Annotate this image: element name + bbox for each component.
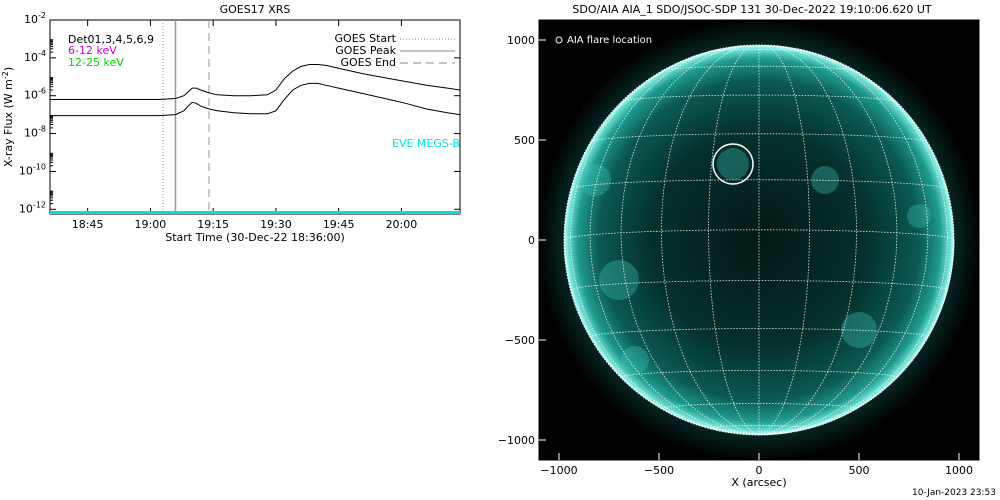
grid-line bbox=[589, 45, 760, 436]
active-region bbox=[841, 312, 877, 348]
band-low-label: 6-12 keV bbox=[68, 44, 117, 57]
eve-baseline bbox=[50, 211, 460, 214]
detector-label: Det01,3,4,5,6,9 bbox=[68, 33, 154, 46]
goes-y-tick-label: 10-10 bbox=[19, 162, 46, 177]
goes-series-high-band bbox=[50, 82, 461, 117]
goes-event-lines bbox=[162, 20, 210, 214]
aia-x-tick-label: −500 bbox=[644, 464, 674, 477]
band-high-label: 12-25 keV bbox=[68, 56, 124, 69]
grid-line bbox=[620, 45, 760, 436]
active-region bbox=[599, 260, 639, 300]
goes-ylabel-exponent: -2 bbox=[1, 71, 10, 79]
aia-y-tick-label: −500 bbox=[505, 334, 535, 347]
aia-y-tick-label: 500 bbox=[514, 134, 535, 147]
grid-line bbox=[708, 425, 810, 429]
active-region bbox=[907, 204, 931, 228]
aia-y-tick-label: 1000 bbox=[507, 34, 535, 47]
goes-y-axis: 10-12 10-10 10-8 10-6 10-4 10-2 bbox=[19, 11, 460, 215]
legend-goes-peak: GOES Peak bbox=[335, 44, 396, 57]
aia-flare-marker bbox=[712, 143, 754, 185]
grid-line bbox=[708, 44, 760, 436]
goes-xlabel: Start Time (30-Dec-22 18:36:00) bbox=[165, 231, 345, 244]
aia-x-tick-label: −1000 bbox=[540, 464, 577, 477]
grid-line bbox=[661, 65, 857, 72]
goes-x-tick-label: 19:30 bbox=[260, 218, 292, 231]
aia-x-tick-label: 500 bbox=[849, 464, 870, 477]
grid-line bbox=[758, 45, 857, 436]
aia-y-axis: −1000 −500 0 500 1000 bbox=[498, 34, 546, 447]
goes-x-tick-label: 20:00 bbox=[386, 218, 418, 231]
goes-y-tick-label: 10-6 bbox=[24, 87, 46, 102]
aia-y-tick-label: −1000 bbox=[498, 434, 535, 447]
legend-goes-end: GOES End bbox=[340, 56, 396, 69]
aia-y-tick-label: 0 bbox=[528, 234, 535, 247]
aia-legend-circle-icon bbox=[555, 36, 563, 44]
active-region bbox=[621, 346, 649, 374]
goes-series bbox=[50, 64, 461, 117]
footer-timestamp: 10-Jan-2023 23:53 bbox=[912, 488, 996, 498]
goes-xrs-panel: GOES17 XRS 10-12 10-10 10-8 10-6 10-4 10-2 18… bbox=[1, 3, 461, 244]
aia-heliographic-grid bbox=[563, 44, 955, 436]
goes-y-tick-label: 10-2 bbox=[24, 11, 46, 26]
aia-legend: AIA flare location bbox=[555, 35, 652, 46]
goes-y-tick-label: 10-4 bbox=[24, 49, 46, 64]
grid-line bbox=[758, 45, 898, 436]
aia-title: SDO/AIA AIA_1 SDO/JSOC-SDP 131 30-Dec-20… bbox=[572, 3, 931, 16]
aia-x-tick-label: 1000 bbox=[945, 464, 973, 477]
active-region bbox=[717, 148, 749, 180]
goes-x-axis: 18:45 19:00 19:15 19:30 19:45 20:00 bbox=[49, 20, 448, 231]
goes-x-tick-label: 18:45 bbox=[72, 218, 104, 231]
goes-title: GOES17 XRS bbox=[220, 3, 291, 16]
grid-line bbox=[758, 45, 929, 436]
aia-xlabel: X (arcsec) bbox=[731, 476, 786, 489]
goes-series-low-band bbox=[50, 64, 461, 100]
aia-x-tick-label: 0 bbox=[756, 464, 763, 477]
goes-y-tick-label: 10-8 bbox=[24, 125, 46, 140]
aia-legend-label: AIA flare location bbox=[567, 35, 652, 46]
solar-limb bbox=[563, 44, 955, 436]
aia-x-axis: −1000 −500 0 500 1000 bbox=[540, 453, 973, 477]
legend-goes-start: GOES Start bbox=[335, 32, 397, 45]
grid-line bbox=[661, 45, 760, 436]
goes-ylabel: X-ray Flux (W m-2) bbox=[1, 67, 15, 167]
aia-solar-disk bbox=[564, 45, 954, 435]
goes-x-tick-label: 19:00 bbox=[135, 218, 167, 231]
active-region bbox=[579, 164, 611, 196]
grid-line bbox=[570, 179, 948, 190]
goes-y-tick-label: 10-12 bbox=[19, 200, 46, 215]
eve-label: EVE MEGS-B bbox=[392, 137, 460, 150]
grid-line bbox=[709, 48, 809, 52]
aia-active-regions bbox=[579, 148, 931, 374]
goes-legend: GOES Start GOES Peak GOES End bbox=[335, 32, 455, 69]
active-region bbox=[811, 166, 839, 194]
grid-line bbox=[758, 44, 810, 436]
goes-x-tick-label: 19:15 bbox=[197, 218, 229, 231]
aia-panel: SDO/AIA AIA_1 SDO/JSOC-SDP 131 30-Dec-20… bbox=[498, 3, 980, 489]
goes-x-tick-label: 19:45 bbox=[323, 218, 355, 231]
